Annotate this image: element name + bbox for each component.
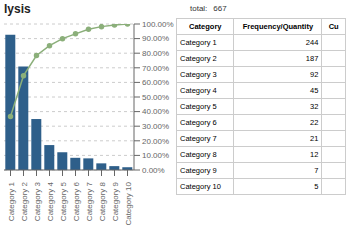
- html-text:12: 12: [310, 150, 319, 159]
- html-text:lysis: lysis: [4, 2, 31, 16]
- svg-text:30.00%: 30.00%: [142, 122, 169, 131]
- svg-text:Category 6: Category 6: [72, 181, 81, 221]
- html-text:Category: Category: [189, 22, 222, 31]
- html-text:Category 9: Category 9: [180, 166, 217, 175]
- html-text:45: 45: [310, 86, 319, 95]
- html-text:5: 5: [314, 182, 319, 191]
- svg-text:Category 10: Category 10: [124, 181, 133, 225]
- html-text:total:: total:: [190, 4, 208, 13]
- html-text:187: 187: [305, 54, 319, 63]
- html-text:Category 6: Category 6: [180, 118, 217, 127]
- svg-text:Category 4: Category 4: [46, 181, 55, 221]
- svg-text:Category 9: Category 9: [111, 181, 120, 221]
- html-text:92: 92: [310, 70, 319, 79]
- html-text:Category 10: Category 10: [180, 182, 221, 191]
- html-text:Category 3: Category 3: [180, 70, 217, 79]
- svg-text:0.00%: 0.00%: [142, 166, 165, 175]
- html-text:Frequency/Quantity: Frequency/Quantity: [242, 22, 314, 31]
- html-text:21: 21: [310, 134, 319, 143]
- html-text:Category 5: Category 5: [180, 102, 217, 111]
- html-text:Category 4: Category 4: [180, 86, 217, 95]
- svg-text:40.00%: 40.00%: [142, 107, 169, 116]
- svg-text:Category 8: Category 8: [98, 181, 107, 221]
- svg-text:Category 3: Category 3: [33, 181, 42, 221]
- svg-text:Category 7: Category 7: [85, 181, 94, 221]
- html-text:22: 22: [310, 118, 319, 127]
- svg-text:60.00%: 60.00%: [142, 78, 169, 87]
- svg-text:Category 1: Category 1: [7, 181, 16, 221]
- html-text:32: 32: [310, 102, 319, 111]
- svg-text:10.00%: 10.00%: [142, 151, 169, 160]
- svg-text:80.00%: 80.00%: [142, 49, 169, 58]
- svg-text:20.00%: 20.00%: [142, 137, 169, 146]
- html-text:667: 667: [213, 4, 227, 13]
- svg-text:70.00%: 70.00%: [142, 64, 169, 73]
- html-text:Category 2: Category 2: [180, 54, 217, 63]
- svg-text:90.00%: 90.00%: [142, 34, 169, 43]
- html-text:Category 1: Category 1: [180, 38, 217, 47]
- html-text:Category 8: Category 8: [180, 150, 217, 159]
- html-text:Category 7: Category 7: [180, 134, 217, 143]
- svg-text:50.00%: 50.00%: [142, 93, 169, 102]
- svg-text:100.00%: 100.00%: [142, 20, 174, 29]
- html-text:244: 244: [305, 38, 319, 47]
- svg-text:Category 5: Category 5: [59, 181, 68, 221]
- html-text:7: 7: [314, 166, 319, 175]
- html-text:Cu: Cu: [328, 22, 339, 31]
- svg-text:Category 2: Category 2: [20, 181, 29, 221]
